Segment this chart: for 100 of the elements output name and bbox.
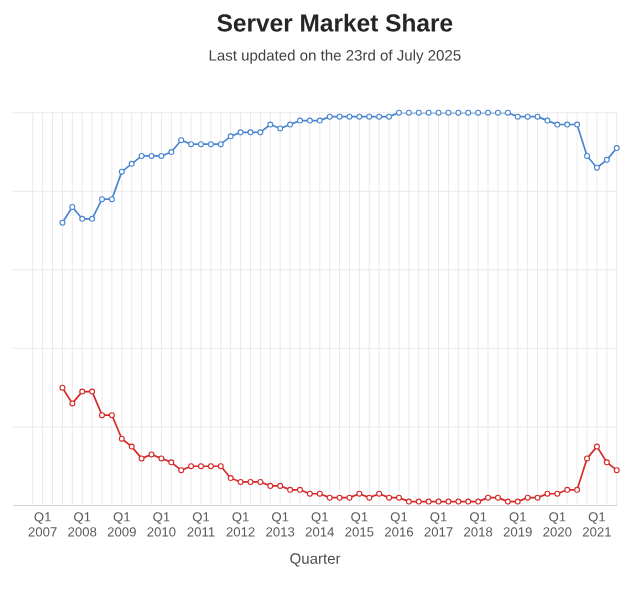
point [277,125,284,132]
point [118,168,125,175]
point [336,113,343,120]
point [494,494,501,501]
point [564,486,571,493]
point [128,160,135,167]
point [386,494,393,501]
point [356,113,363,120]
point [366,113,373,120]
point [514,498,521,505]
point [574,121,581,128]
point [445,498,452,505]
point [326,494,333,501]
point [415,498,422,505]
point [316,490,323,497]
point [148,152,155,159]
point [227,474,234,481]
point [386,113,393,120]
point [475,109,482,116]
point [207,463,214,470]
point [277,482,284,489]
point [237,129,244,136]
point [544,117,551,124]
point [99,196,106,203]
point [524,494,531,501]
point [504,498,511,505]
point [593,443,600,450]
point [485,494,492,501]
point [504,109,511,116]
point [237,478,244,485]
point [584,455,591,462]
point [296,117,303,124]
point [544,490,551,497]
point [108,412,115,419]
point [425,498,432,505]
point [405,109,412,116]
point [435,109,442,116]
point [118,435,125,442]
point [514,113,521,120]
point [59,219,66,226]
point [593,164,600,171]
point [217,463,224,470]
point [99,412,106,419]
point [89,215,96,222]
point [405,498,412,505]
point [89,388,96,395]
point [346,113,353,120]
point [306,117,313,124]
point [138,152,145,159]
point [69,400,76,407]
point [287,486,294,493]
point [574,486,581,493]
point [603,156,610,163]
point [554,490,561,497]
point [138,455,145,462]
point [316,117,323,124]
point [475,498,482,505]
point [435,498,442,505]
point [613,144,620,151]
point [376,490,383,497]
point [178,467,185,474]
point [207,141,214,148]
point [188,141,195,148]
point [564,121,571,128]
point [158,455,165,462]
point [247,129,254,136]
point [494,109,501,116]
point [168,148,175,155]
point [366,494,373,501]
point [524,113,531,120]
point [197,463,205,470]
point [326,113,333,120]
point [603,459,610,466]
point [287,121,294,128]
point [197,141,205,148]
point [554,121,561,128]
point [346,494,353,501]
point [227,133,234,140]
point [465,498,472,505]
point [69,203,76,210]
point [534,494,541,501]
point [395,109,402,116]
point [257,129,264,136]
point [108,196,115,203]
point [395,494,402,501]
point [425,109,432,116]
point [188,463,195,470]
point [465,109,472,116]
point [356,490,363,497]
point [59,384,66,391]
point [128,443,135,450]
point [455,498,462,505]
point [79,388,86,395]
point [415,109,422,116]
point [178,137,185,144]
point [445,109,452,116]
point [168,459,175,466]
point [79,215,86,222]
point [267,482,274,489]
point [613,467,620,474]
